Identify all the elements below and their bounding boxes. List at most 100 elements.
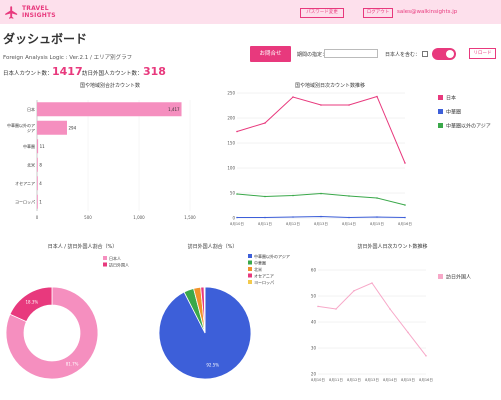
line-x-tick-label: 8月13日 (314, 221, 328, 226)
line-point (292, 216, 294, 218)
jp-foreign-pie-chart: 81.7% 日本人 18.3% 訪日外国人 (5, 255, 129, 380)
legend-label: ヨーロッパ (254, 280, 274, 285)
line2-x-tick-label: 8月10日 (311, 377, 325, 382)
legend-label: 中華圏以外のアジア (254, 253, 290, 259)
legend-label: 中華圏 (446, 109, 461, 116)
bar-0 (37, 102, 182, 117)
line-point (404, 204, 406, 206)
bar-chart-title: 国や地域別合計カウント数 (79, 83, 140, 89)
line-point (320, 215, 322, 218)
legend-swatch (248, 254, 252, 258)
bar-x-tick-label: 0 (36, 215, 39, 220)
page-title: ダッシュボード (3, 32, 88, 46)
bar-3 (37, 157, 38, 172)
contact-button[interactable]: お問合せ (250, 46, 291, 62)
line2-x-tick-label: 8月16日 (419, 377, 433, 382)
legend-swatch (248, 267, 252, 271)
include-japanese-label: 日本人を含む： (385, 52, 421, 58)
line-y-tick-label: 250 (227, 91, 235, 96)
legend-label: 訪日外国人 (446, 274, 471, 281)
bar-x-tick-label: 1,000 (133, 215, 145, 220)
line2-point (353, 290, 355, 292)
legend-label: 日本人 (109, 255, 121, 261)
toggle-knob (446, 50, 454, 58)
legend-swatch (248, 260, 252, 265)
password-change-button[interactable]: パスワード変更 (300, 8, 344, 18)
line2-x-tick-label: 8月15日 (401, 377, 415, 382)
line2-x-tick-label: 8月12日 (347, 377, 361, 382)
legend-swatch (103, 256, 107, 260)
line2-y-tick-label: 30 (311, 346, 317, 351)
logo[interactable]: TRAVEL INSIGHTS (2, 2, 62, 22)
period-label: 期間の指定： (297, 52, 328, 58)
line-point (236, 216, 238, 219)
line2-x-tick-label: 8月13日 (365, 377, 379, 382)
bar-data-label: 1 (39, 199, 42, 204)
line2-series-0 (317, 282, 427, 357)
logo-line2: INSIGHTS (22, 12, 56, 19)
legend-swatch (103, 262, 107, 267)
line-point (376, 216, 378, 218)
line-series-2 (236, 192, 406, 206)
bar-category-label: ヨーロッパ (15, 199, 35, 204)
country-total-bar-chart: 0 500 1,000 1,500 日本 1,417 中華圏以外のアジア 294 中華圏 11 北米… (7, 100, 196, 220)
line2-point (389, 308, 391, 310)
foreign-count-label: 訪日外国人カウント数： (82, 71, 143, 77)
bar-x-tick-label: 500 (84, 215, 92, 220)
bar-data-label: 8 (39, 162, 42, 167)
bar-category-label: ジア (27, 128, 35, 133)
line-x-tick-label: 8月15日 (370, 221, 384, 226)
bar-data-label: 294 (68, 125, 76, 130)
bar-category-label: 北米 (27, 161, 35, 167)
pie-data-label: 18.3% (26, 299, 39, 304)
line-series-0 (236, 95, 406, 164)
line-point (292, 194, 294, 197)
period-input[interactable] (324, 49, 378, 58)
user-email: sales@walkinsights.jp (397, 9, 458, 15)
japanese-count-label: 日本人カウント数： (3, 71, 53, 77)
line-point (376, 95, 378, 98)
line-point (264, 195, 266, 198)
line-point (236, 193, 238, 195)
line-point (292, 96, 294, 98)
legend-label: オセアニア (254, 273, 274, 278)
logo-line1: TRAVEL (22, 5, 49, 12)
reload-button[interactable]: リロード (469, 48, 496, 59)
bar-category-label: 中華圏 (23, 143, 35, 149)
page-subtitle: Foreign Analysis Logic : Ver.2.1 / エリア別グ… (3, 55, 133, 61)
line2-y-tick-label: 20 (311, 372, 317, 377)
logout-button[interactable]: ログアウト (363, 8, 393, 18)
line-y-tick-label: 50 (230, 191, 236, 196)
bar-5 (37, 194, 38, 209)
line-point (348, 104, 350, 106)
line2-point (317, 305, 319, 308)
pie-data-label: 92.5% (206, 363, 219, 368)
pie-slice-0 (5, 286, 99, 380)
line2-y-tick-label: 50 (311, 294, 317, 299)
header-bar: TRAVEL INSIGHTS パスワード変更 ログアウト sales@walk… (0, 0, 501, 24)
line-point (264, 122, 266, 124)
bar-4 (37, 176, 38, 191)
line-y-tick-label: 100 (227, 166, 235, 171)
line-x-tick-label: 8月12日 (286, 221, 300, 226)
pie-slice-4 (203, 286, 206, 334)
legend-label: 中華圏 (254, 259, 266, 265)
line-point (404, 216, 406, 219)
bar-data-label: 11 (40, 144, 46, 149)
line2-point (335, 308, 337, 310)
foreign-daily-line-chart: 20 30 40 50 60 8月10日 8月11日 8月12日 8月13日 8月14日 8月15日… (311, 268, 471, 383)
line2-y-tick-label: 40 (311, 320, 317, 325)
legend-swatch (248, 280, 252, 284)
jp-foreign-pie-title: 日本人 / 訪日外国人割合（%） (47, 244, 118, 250)
legend-swatch (248, 273, 252, 278)
foreign-count-value: 318 (143, 65, 166, 78)
include-japanese-checkbox[interactable] (422, 51, 428, 57)
line2-x-tick-label: 8月14日 (383, 377, 397, 382)
legend-label: 北米 (254, 266, 262, 272)
line-y-tick-label: 150 (227, 141, 235, 146)
line-x-tick-label: 8月14日 (342, 221, 356, 226)
line-point (404, 162, 406, 164)
include-japanese-toggle[interactable] (432, 48, 456, 60)
bar-1 (37, 120, 67, 135)
